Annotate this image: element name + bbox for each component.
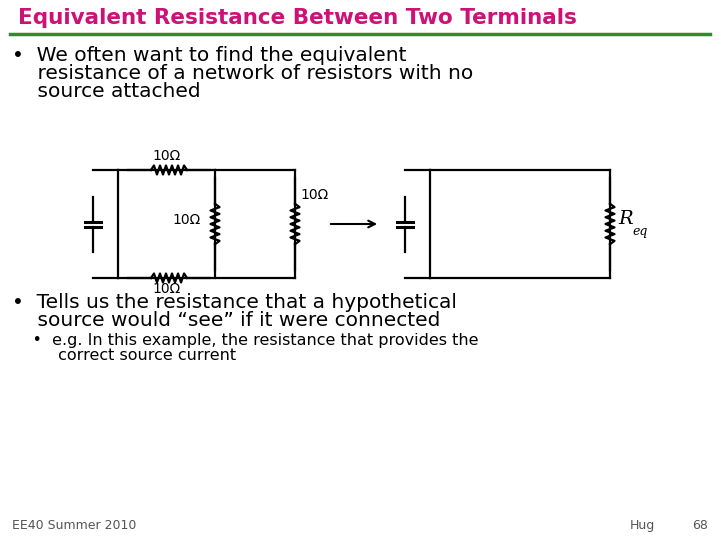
- Text: source would “see” if it were connected: source would “see” if it were connected: [12, 311, 441, 330]
- Text: source attached: source attached: [12, 82, 201, 101]
- Text: EE40 Summer 2010: EE40 Summer 2010: [12, 519, 136, 532]
- Text: Hug: Hug: [630, 519, 655, 532]
- Text: •  We often want to find the equivalent: • We often want to find the equivalent: [12, 46, 407, 65]
- Text: 68: 68: [692, 519, 708, 532]
- Text: •  e.g. In this example, the resistance that provides the: • e.g. In this example, the resistance t…: [12, 333, 479, 348]
- Text: R: R: [618, 210, 633, 228]
- Text: Equivalent Resistance Between Two Terminals: Equivalent Resistance Between Two Termin…: [18, 8, 577, 28]
- Text: 10Ω: 10Ω: [300, 188, 328, 202]
- Text: correct source current: correct source current: [12, 348, 236, 363]
- Text: 10Ω: 10Ω: [173, 213, 201, 227]
- Text: resistance of a network of resistors with no: resistance of a network of resistors wit…: [12, 64, 473, 83]
- Text: 10Ω: 10Ω: [153, 282, 181, 296]
- Text: eq: eq: [632, 226, 647, 239]
- Text: 10Ω: 10Ω: [153, 149, 181, 163]
- Text: •  Tells us the resistance that a hypothetical: • Tells us the resistance that a hypothe…: [12, 293, 457, 312]
